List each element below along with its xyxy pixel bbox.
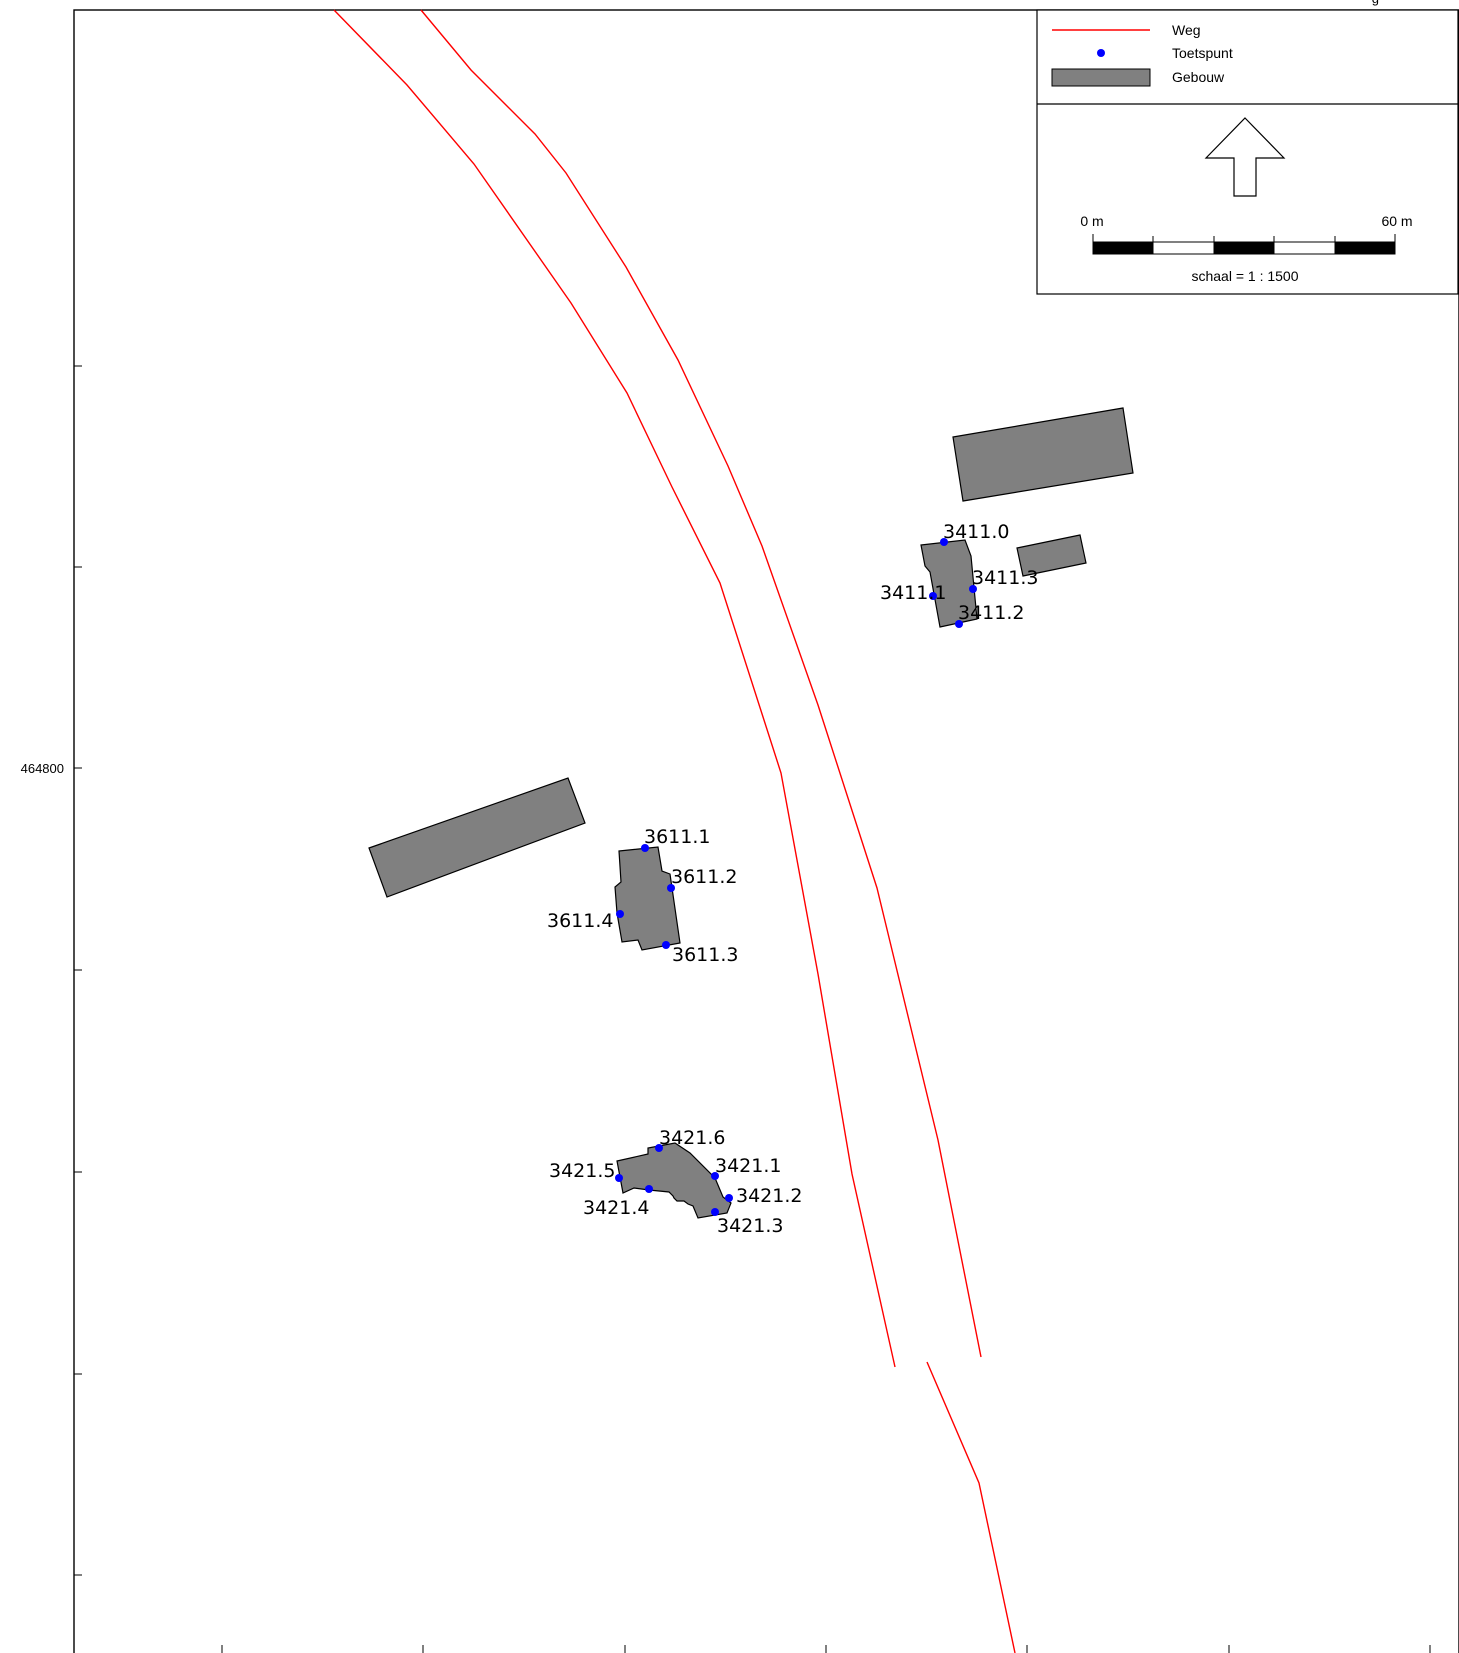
building-northeast[interactable] bbox=[952, 407, 1134, 502]
legend-building-label: Gebouw bbox=[1172, 69, 1225, 85]
point-labels: 3411.0 3411.1 3411.2 3411.3 3611.1 3611.… bbox=[547, 521, 1038, 1237]
point-3421-5[interactable] bbox=[615, 1174, 623, 1182]
label-3421-1: 3421.1 bbox=[715, 1155, 781, 1177]
scalebar-start-label: 0 m bbox=[1080, 213, 1103, 229]
legend-building-symbol bbox=[1051, 68, 1151, 87]
map-frame bbox=[73, 9, 1459, 1653]
x-axis-ticks bbox=[221, 1645, 1431, 1653]
point-3421-3[interactable] bbox=[711, 1208, 719, 1216]
building-3611[interactable] bbox=[614, 846, 681, 951]
label-3421-2: 3421.2 bbox=[736, 1185, 802, 1207]
header-fragment: g bbox=[1372, 0, 1379, 6]
legend-panel: Weg Toetspunt Gebouw 0 m 60 m schaal = 1… bbox=[1036, 9, 1459, 295]
scalebar-end-label: 60 m bbox=[1381, 213, 1412, 229]
road-line-east bbox=[420, 9, 982, 1358]
point-3421-1[interactable] bbox=[711, 1172, 719, 1180]
point-3421-4[interactable] bbox=[645, 1185, 653, 1193]
scale-ratio-text: schaal = 1 : 1500 bbox=[1191, 268, 1298, 284]
point-3611-1[interactable] bbox=[641, 844, 649, 852]
label-3611-4: 3611.4 bbox=[547, 910, 613, 932]
label-3611-3: 3611.3 bbox=[672, 944, 738, 966]
label-3411-2: 3411.2 bbox=[958, 602, 1024, 624]
legend-road-label: Weg bbox=[1172, 22, 1201, 38]
label-3611-2: 3611.2 bbox=[671, 866, 737, 888]
label-3421-4: 3421.4 bbox=[583, 1197, 649, 1219]
point-3611-3[interactable] bbox=[662, 941, 670, 949]
label-3411-1: 3411.1 bbox=[880, 582, 946, 604]
legend-point-symbol bbox=[1097, 49, 1105, 57]
label-3421-3: 3421.3 bbox=[717, 1215, 783, 1237]
point-3611-4[interactable] bbox=[616, 910, 624, 918]
label-3411-3: 3411.3 bbox=[972, 567, 1038, 589]
point-3421-2[interactable] bbox=[725, 1194, 733, 1202]
point-3411-0[interactable] bbox=[940, 538, 948, 546]
label-3611-1: 3611.1 bbox=[644, 826, 710, 848]
point-3411-3[interactable] bbox=[969, 585, 977, 593]
legend-point-label: Toetspunt bbox=[1172, 45, 1233, 61]
buildings bbox=[368, 407, 1134, 1219]
label-3411-0: 3411.0 bbox=[943, 521, 1009, 543]
building-3421[interactable] bbox=[616, 1142, 732, 1219]
point-3611-2[interactable] bbox=[667, 884, 675, 892]
building-west-long[interactable] bbox=[368, 777, 586, 898]
point-3411-1[interactable] bbox=[929, 592, 937, 600]
building-east-small[interactable] bbox=[1016, 534, 1087, 577]
label-3421-5: 3421.5 bbox=[549, 1160, 615, 1182]
point-3411-2[interactable] bbox=[955, 620, 963, 628]
road-line-south bbox=[926, 1361, 1016, 1653]
label-3421-6: 3421.6 bbox=[659, 1127, 725, 1149]
y-axis-label: 464800 bbox=[21, 761, 64, 776]
scalebar bbox=[1092, 234, 1396, 255]
north-arrow-icon bbox=[1204, 117, 1286, 197]
test-points bbox=[615, 538, 977, 1216]
road-lines bbox=[333, 9, 1016, 1653]
road-line-west bbox=[333, 9, 896, 1368]
point-3421-6[interactable] bbox=[655, 1144, 663, 1152]
y-axis-ticks bbox=[74, 365, 82, 1576]
